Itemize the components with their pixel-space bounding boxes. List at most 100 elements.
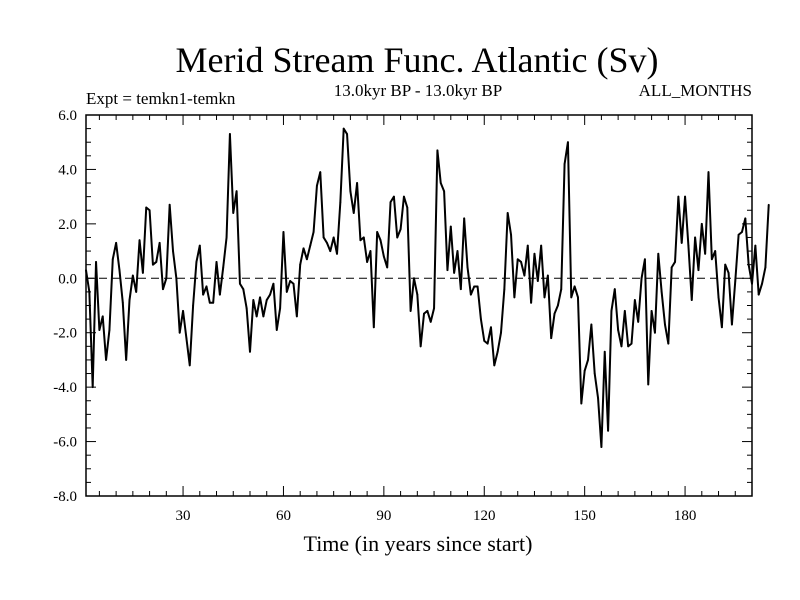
data-point — [550, 337, 553, 340]
data-point — [426, 310, 429, 312]
data-point — [644, 258, 646, 261]
data-point — [724, 263, 727, 266]
data-point — [670, 266, 673, 269]
data-point — [105, 359, 107, 361]
data-point — [459, 288, 462, 291]
data-point — [486, 342, 489, 345]
data-point — [664, 323, 666, 326]
data-point — [379, 239, 382, 242]
data-point — [279, 307, 282, 310]
data-point — [590, 323, 593, 326]
data-point — [165, 277, 168, 280]
data-point — [446, 269, 449, 272]
data-point — [577, 296, 579, 299]
data-point — [393, 195, 395, 198]
data-point — [295, 315, 298, 318]
data-point — [419, 345, 422, 348]
data-point — [466, 266, 469, 269]
data-point — [121, 301, 124, 304]
data-point — [135, 290, 138, 293]
data-point — [275, 329, 278, 331]
data-point — [319, 171, 322, 174]
data-point — [372, 326, 375, 329]
data-point — [182, 310, 184, 312]
data-point — [567, 141, 569, 144]
y-tick-label: 6.0 — [58, 108, 77, 124]
data-point — [510, 233, 512, 236]
data-point — [326, 242, 328, 244]
data-point — [406, 206, 409, 209]
data-point — [436, 149, 439, 152]
data-point — [185, 337, 188, 340]
data-point — [704, 252, 707, 255]
data-point — [697, 269, 700, 272]
data-point — [463, 217, 466, 220]
data-point — [98, 329, 101, 331]
data-point — [496, 350, 499, 353]
data-point — [607, 429, 609, 432]
data-point — [152, 263, 154, 266]
data-point — [299, 263, 302, 266]
plot-frame — [85, 114, 753, 497]
data-point — [349, 190, 352, 193]
data-point — [483, 339, 486, 342]
data-point — [138, 239, 141, 242]
data-point — [423, 312, 425, 315]
data-point — [178, 331, 181, 334]
period-label: 13.0kyr BP - 13.0kyr BP — [334, 81, 502, 100]
data-point — [647, 383, 650, 386]
data-point — [339, 201, 342, 203]
x-axis-label: Time (in years since start) — [304, 531, 533, 556]
data-point — [403, 195, 405, 198]
data-point — [603, 350, 606, 353]
data-point — [88, 290, 91, 293]
data-point — [677, 195, 680, 198]
data-point — [710, 258, 713, 261]
data-point — [449, 225, 452, 228]
data-point — [737, 233, 740, 236]
data-point — [684, 195, 686, 198]
data-point — [131, 274, 134, 277]
data-point — [322, 236, 325, 239]
data-point — [145, 206, 148, 209]
x-tick-label: 90 — [376, 508, 391, 524]
data-point — [235, 190, 238, 193]
data-point — [530, 301, 533, 304]
data-point — [657, 252, 660, 255]
data-point — [192, 304, 195, 307]
data-point — [175, 277, 178, 280]
data-point — [305, 258, 308, 261]
chart-title: Merid Stream Func. Atlantic (Sv) — [176, 40, 659, 80]
data-point — [409, 310, 412, 312]
data-point — [215, 261, 218, 263]
data-point — [285, 290, 288, 293]
data-point — [239, 282, 241, 285]
data-point — [101, 315, 104, 318]
data-point — [707, 171, 710, 174]
data-point — [242, 288, 245, 291]
data-point — [617, 329, 620, 331]
data-point — [269, 293, 271, 296]
data-point — [262, 315, 265, 318]
data-point — [249, 350, 251, 353]
data-point — [500, 331, 502, 334]
data-point — [443, 190, 445, 193]
data-point — [747, 263, 750, 266]
y-tick-label: -6.0 — [53, 435, 77, 451]
data-point — [513, 296, 516, 299]
data-point — [687, 244, 690, 247]
data-point — [654, 331, 656, 334]
data-point — [741, 231, 743, 233]
data-point — [731, 323, 733, 326]
data-point — [680, 242, 683, 244]
data-point — [473, 285, 476, 288]
data-point — [767, 203, 770, 206]
data-point — [720, 326, 723, 329]
x-tick-label: 180 — [674, 508, 697, 524]
data-point — [158, 242, 161, 244]
data-point — [453, 271, 456, 274]
data-point — [396, 236, 399, 239]
data-point — [600, 446, 603, 448]
data-point — [610, 310, 613, 312]
x-tick-label: 30 — [176, 508, 191, 524]
